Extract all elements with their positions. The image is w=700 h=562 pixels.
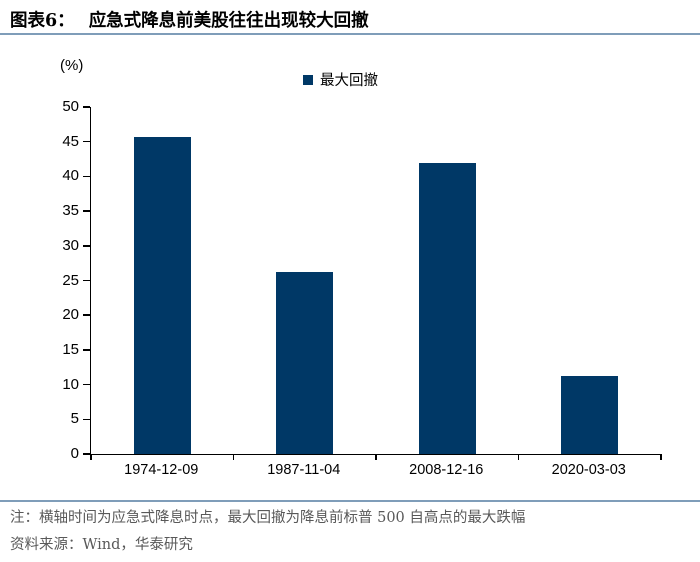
y-axis-tick bbox=[82, 245, 90, 247]
x-axis-label-2008-12-16: 2008-12-16 bbox=[409, 462, 484, 478]
bar-2008-12-16 bbox=[418, 163, 476, 454]
x-axis-tick bbox=[517, 454, 520, 460]
footnote-text: 注：横轴时间为应急式降息时点，最大回撤为降息前标普 500 自高点的最大跌幅 bbox=[10, 510, 526, 526]
y-axis-tick-label: 5 bbox=[70, 410, 79, 428]
source-text: 资料来源：Wind，华泰研究 bbox=[10, 537, 193, 553]
x-axis-label-2020-03-03: 2020-03-03 bbox=[551, 462, 626, 478]
y-axis-tick-label: 0 bbox=[70, 445, 79, 462]
y-axis-tick bbox=[82, 210, 90, 212]
y-axis-tick bbox=[82, 418, 90, 421]
y-axis-tick-label: 10 bbox=[62, 375, 79, 393]
bar-2020-03-03 bbox=[561, 375, 619, 454]
figure-title: 图表6： 应急式降息前美股往往出现较大回撤 bbox=[10, 7, 700, 32]
x-axis-label-1987-11-04: 1987-11-04 bbox=[267, 462, 341, 478]
y-axis-tick-label: 30 bbox=[62, 236, 79, 254]
x-axis-label-1974-12-09: 1974-12-09 bbox=[124, 462, 199, 478]
y-axis-tick-label: 25 bbox=[62, 271, 79, 289]
bars-layer bbox=[91, 107, 661, 454]
bar-1987-11-04 bbox=[276, 272, 334, 454]
y-axis-tick bbox=[82, 349, 90, 351]
y-axis-tick bbox=[82, 453, 90, 455]
y-axis-tick bbox=[82, 383, 90, 386]
y-axis-tick-label: 20 bbox=[62, 306, 79, 324]
y-axis-unit-label: (%) bbox=[60, 57, 84, 74]
x-ticks-layer bbox=[90, 107, 662, 460]
y-axis-tick-label: 40 bbox=[62, 167, 79, 185]
footer-rule bbox=[0, 500, 700, 502]
y-axis-tick bbox=[82, 279, 90, 282]
bar-1974-12-09 bbox=[133, 136, 191, 454]
legend-swatch-icon bbox=[303, 74, 313, 85]
y-axis-tick-label: 50 bbox=[62, 98, 79, 115]
figure-title-text: 应急式降息前美股往往出现较大回撤 bbox=[88, 11, 369, 31]
plot-area: 0 5 10 15 20 25 30 35 40 45 50 bbox=[62, 98, 662, 462]
y-axis-tick-label: 35 bbox=[62, 202, 79, 220]
chart-legend: 最大回撤 bbox=[303, 69, 378, 90]
y-axis-tick bbox=[82, 106, 90, 108]
x-axis-tick bbox=[232, 454, 235, 460]
legend-series-label: 最大回撤 bbox=[320, 73, 378, 89]
x-axis-tick bbox=[375, 454, 377, 460]
title-rule bbox=[0, 33, 700, 35]
x-axis-tick bbox=[90, 454, 92, 460]
figure-number-label: 图表6： bbox=[10, 11, 75, 31]
y-axis-tick bbox=[82, 140, 90, 143]
y-ticks-layer: 0 5 10 15 20 25 30 35 40 45 50 bbox=[62, 98, 661, 462]
x-axis-tick bbox=[660, 454, 662, 460]
y-axis-tick-label: 15 bbox=[62, 340, 79, 358]
y-axis-tick bbox=[82, 314, 90, 316]
y-axis-tick bbox=[82, 175, 90, 178]
y-axis-tick-label: 45 bbox=[62, 132, 79, 150]
